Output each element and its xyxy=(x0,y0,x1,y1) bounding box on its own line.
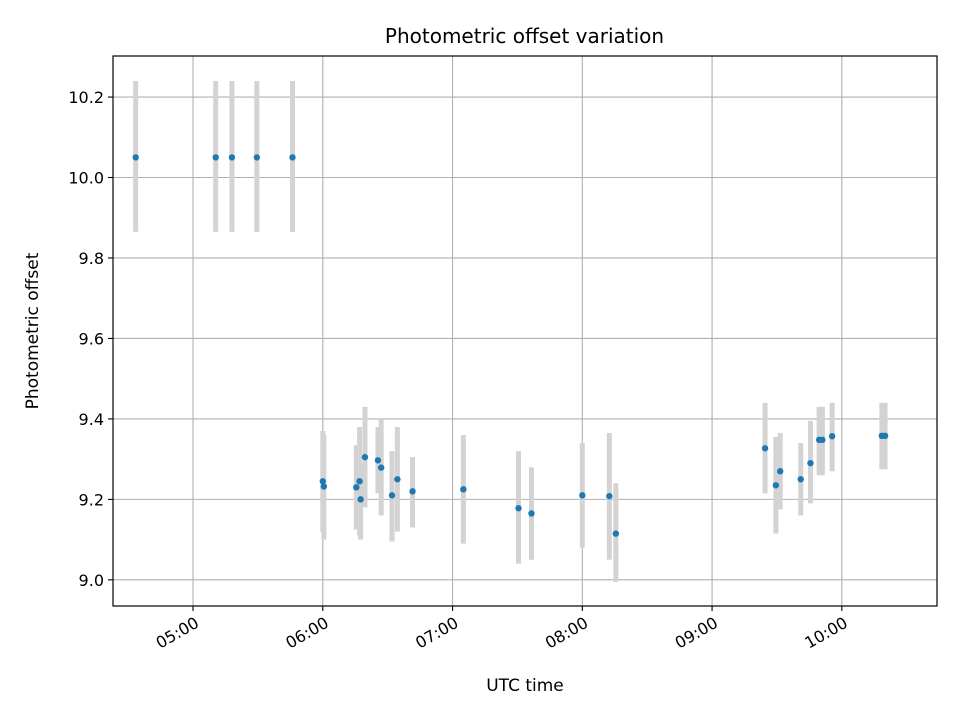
data-point xyxy=(228,154,236,161)
data-point xyxy=(528,510,535,517)
data-point xyxy=(807,459,814,467)
point-layer xyxy=(132,154,889,537)
data-point xyxy=(388,492,396,499)
data-point xyxy=(212,154,219,161)
data-point xyxy=(374,457,382,464)
data-point xyxy=(579,492,586,499)
data-point xyxy=(772,482,780,489)
data-point xyxy=(353,484,360,491)
y-tick-label: 10.0 xyxy=(68,169,104,188)
data-point xyxy=(377,464,385,471)
data-point xyxy=(319,478,326,485)
y-tick-label: 9.8 xyxy=(79,249,104,268)
data-point xyxy=(515,505,522,512)
data-point xyxy=(289,154,296,161)
data-point xyxy=(460,486,467,493)
grid-layer xyxy=(113,56,937,606)
chart-title: Photometric offset variation xyxy=(385,24,664,48)
data-point xyxy=(253,154,261,161)
x-axis-label: UTC time xyxy=(486,676,564,696)
y-axis-label: Photometric offset xyxy=(23,252,43,409)
data-point xyxy=(819,436,826,444)
data-point xyxy=(356,478,363,485)
data-point xyxy=(132,154,139,161)
y-tick-label: 10.2 xyxy=(68,88,104,107)
data-point xyxy=(357,496,364,503)
y-tick-label: 9.4 xyxy=(79,410,104,429)
data-point xyxy=(797,476,804,483)
y-tick-label: 9.6 xyxy=(79,329,104,348)
y-tick-label: 9.0 xyxy=(79,571,104,590)
data-point xyxy=(777,468,784,475)
data-point xyxy=(361,453,369,461)
data-point xyxy=(606,492,613,500)
plot-frame xyxy=(112,55,938,607)
data-point xyxy=(409,488,416,495)
data-point xyxy=(881,432,889,440)
data-point xyxy=(828,433,836,440)
data-point xyxy=(761,445,769,452)
data-point xyxy=(394,476,401,483)
y-tick-label: 9.2 xyxy=(79,490,104,509)
data-point xyxy=(320,483,328,490)
data-point xyxy=(612,530,620,537)
